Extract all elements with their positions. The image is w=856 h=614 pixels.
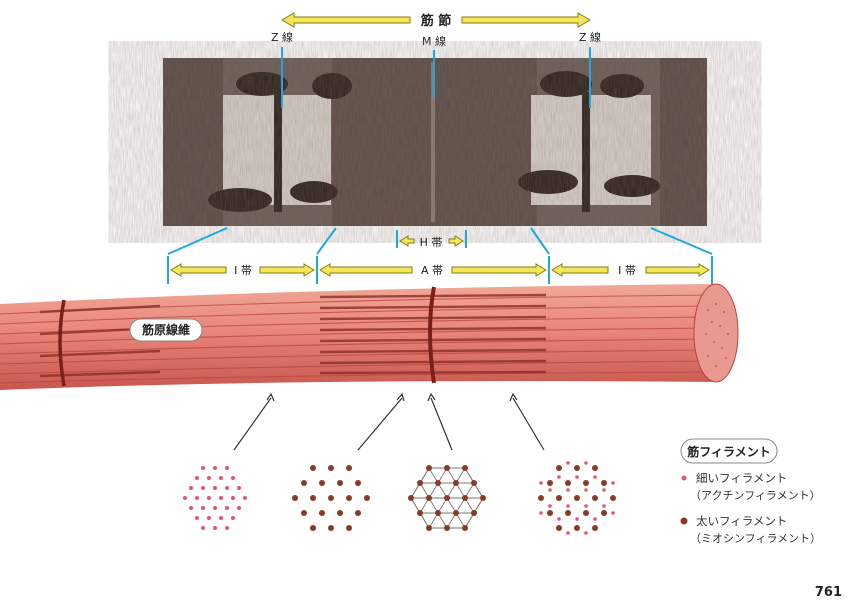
i-band-label-left: I 帯	[234, 264, 252, 277]
h-band-arrow	[399, 235, 464, 247]
myofibril-cylinder	[0, 283, 739, 390]
guide-lines	[167, 47, 713, 284]
sarcomere-arrow	[281, 12, 591, 28]
thick-filament-marker	[680, 517, 688, 525]
legend-thin-sub: （アクチンフィラメント）	[690, 489, 821, 502]
cross-section-m-line	[408, 465, 486, 531]
cross-section-pointers	[233, 392, 545, 451]
a-band-label: A 帯	[421, 264, 443, 277]
myofibril-label: 筋原線維	[141, 322, 190, 337]
legend-thick-sub: （ミオシンフィラメント）	[690, 532, 821, 545]
thin-filament-marker	[681, 475, 687, 481]
sarcomere-label: 筋 節	[420, 13, 452, 29]
z-line-label-left: Z 線	[271, 30, 293, 44]
band-arrows	[170, 263, 710, 277]
cross-section-a-band	[538, 461, 616, 535]
i-band-label-right: I 帯	[618, 264, 636, 277]
electron-micrograph	[163, 58, 707, 226]
legend-thick: 太いフィラメント	[696, 514, 787, 528]
page-number: 761	[815, 585, 842, 600]
m-line-label: M 線	[422, 34, 446, 48]
cross-section-h-band	[292, 465, 370, 531]
cross-section-i-band	[183, 466, 247, 530]
legend: 筋フィラメント 細いフィラメント （アクチンフィラメント） 太いフィラメント （…	[680, 438, 821, 545]
legend-thin: 細いフィラメント	[696, 471, 787, 485]
legend-title: 筋フィラメント	[686, 444, 770, 459]
myofibril-label-box: 筋原線維	[129, 318, 203, 342]
z-line-label-right: Z 線	[579, 30, 601, 44]
h-band-label: H 帯	[420, 236, 443, 249]
